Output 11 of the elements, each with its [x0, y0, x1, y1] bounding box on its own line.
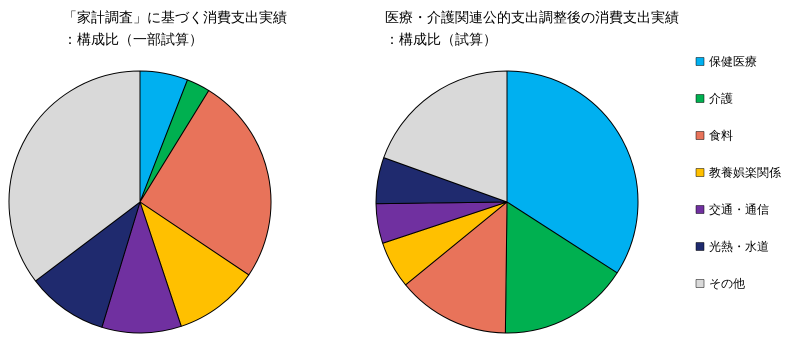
- legend-label: 介護: [709, 92, 733, 106]
- chart-subtitle: ：構成比（試算）: [385, 32, 497, 48]
- legend-label: その他: [709, 276, 745, 290]
- legend-label: 保健医療: [709, 54, 757, 68]
- legend-label: 光熱・水道: [709, 240, 769, 254]
- legend-label: 食料: [709, 128, 733, 142]
- legend-label: 交通・通信: [709, 202, 769, 216]
- chart-title: 「家計調査」に基づく消費支出実績: [63, 10, 287, 26]
- chart-title: 医療・介護関連公的支出調整後の消費支出実績: [385, 10, 679, 26]
- legend-label: 教養娯楽関係: [709, 166, 781, 180]
- chart-subtitle: ：構成比（一部試算）: [63, 32, 203, 48]
